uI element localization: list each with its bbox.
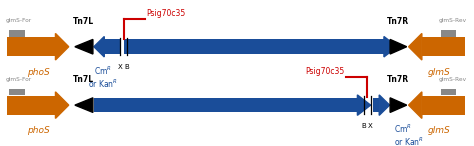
Bar bbox=[9, 89, 25, 95]
Polygon shape bbox=[75, 98, 93, 112]
FancyBboxPatch shape bbox=[373, 98, 379, 112]
Polygon shape bbox=[357, 95, 371, 115]
Polygon shape bbox=[379, 95, 390, 115]
Text: Tn7R: Tn7R bbox=[387, 16, 409, 26]
Polygon shape bbox=[94, 36, 104, 57]
Polygon shape bbox=[390, 39, 407, 54]
Polygon shape bbox=[409, 92, 422, 118]
Text: phoS: phoS bbox=[27, 126, 49, 135]
Text: Tn7R: Tn7R bbox=[387, 75, 409, 84]
Text: glmS-Rev: glmS-Rev bbox=[438, 77, 466, 82]
FancyBboxPatch shape bbox=[124, 39, 384, 54]
Polygon shape bbox=[384, 36, 397, 57]
FancyBboxPatch shape bbox=[422, 37, 465, 56]
Text: glmS-For: glmS-For bbox=[6, 18, 32, 23]
Bar bbox=[441, 30, 456, 37]
Text: Psig70c35: Psig70c35 bbox=[146, 8, 186, 18]
Polygon shape bbox=[409, 33, 422, 60]
Polygon shape bbox=[55, 33, 69, 60]
Text: glmS-For: glmS-For bbox=[6, 77, 32, 82]
Text: B: B bbox=[362, 123, 366, 129]
Text: Psig70c35: Psig70c35 bbox=[305, 67, 345, 76]
FancyBboxPatch shape bbox=[422, 96, 465, 115]
FancyBboxPatch shape bbox=[94, 98, 357, 112]
FancyBboxPatch shape bbox=[104, 39, 120, 54]
Polygon shape bbox=[390, 98, 407, 112]
Text: or Kan$^R$: or Kan$^R$ bbox=[394, 136, 424, 146]
Polygon shape bbox=[55, 92, 69, 118]
Bar bbox=[441, 89, 456, 95]
Text: Tn7L: Tn7L bbox=[73, 75, 93, 84]
Text: phoS: phoS bbox=[27, 68, 49, 77]
FancyBboxPatch shape bbox=[7, 37, 55, 56]
Bar bbox=[9, 30, 25, 37]
Text: glmS-Rev: glmS-Rev bbox=[438, 18, 466, 23]
Text: glmS: glmS bbox=[428, 126, 450, 135]
FancyBboxPatch shape bbox=[7, 96, 55, 115]
Polygon shape bbox=[75, 39, 93, 54]
Text: luxCDABE: luxCDABE bbox=[227, 40, 275, 50]
Text: glmS: glmS bbox=[428, 68, 450, 77]
Text: or Kan$^R$: or Kan$^R$ bbox=[88, 77, 118, 90]
Text: luxCDABE: luxCDABE bbox=[184, 99, 233, 109]
Text: Tn7L: Tn7L bbox=[73, 16, 93, 26]
Text: X: X bbox=[118, 64, 122, 70]
Text: X: X bbox=[368, 123, 373, 129]
Text: B: B bbox=[125, 64, 129, 70]
Text: Cm$^R$: Cm$^R$ bbox=[394, 123, 412, 135]
Text: Cm$^R$: Cm$^R$ bbox=[94, 64, 112, 77]
